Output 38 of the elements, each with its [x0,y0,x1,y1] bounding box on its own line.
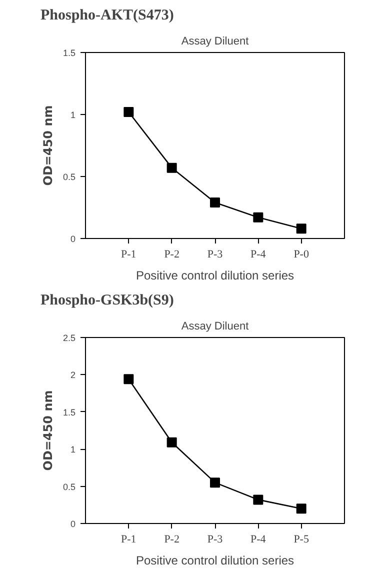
chart-subtitle: Assay Diluent [181,36,249,48]
y-tick-label: 2 [70,370,76,380]
x-axis-title: Positive control dilution series [136,268,294,282]
x-tick-label: P-5 [294,534,310,546]
y-tick-label: 0 [70,234,76,244]
y-tick-label: 0 [70,519,76,529]
point [253,212,264,222]
point [296,504,306,514]
point [166,437,177,448]
point [253,494,264,505]
y-tick-label: 2.5 [62,333,76,343]
y-tick-label: 1.5 [62,407,76,418]
chart-subtitle: Assay Diluent [181,320,249,332]
y-tick-label: 0.5 [62,172,76,182]
x-tick-label: P-4 [250,248,266,260]
x-tick-label: P-1 [121,248,136,260]
x-axis-title: Positive control dilution series [136,554,294,568]
point [210,198,220,208]
y-axis-title: OD=450 nm [40,105,55,186]
y-axis-title: OD=450 nm [40,390,55,471]
x-tick-label: P-0 [294,248,310,260]
y-tick-label: 1 [70,110,76,120]
point [166,162,177,173]
x-tick-label: P-4 [250,534,266,546]
point [124,374,134,384]
y-tick-label: 1.5 [62,48,76,58]
point [124,107,134,118]
x-tick-label: P-2 [164,534,180,546]
x-tick-label: P-3 [207,248,224,260]
x-tick-label: P-3 [207,534,224,546]
x-tick-label: P-2 [164,248,180,260]
y-tick-label: 1 [70,444,76,455]
point [296,224,306,234]
y-tick-label: 0.5 [62,482,76,492]
x-tick-label: P-1 [121,534,136,546]
chart-title: Phospho-GSK3b(S9) [40,292,174,308]
chart-title: Phospho-AKT(S473) [40,8,174,24]
point [210,478,220,488]
